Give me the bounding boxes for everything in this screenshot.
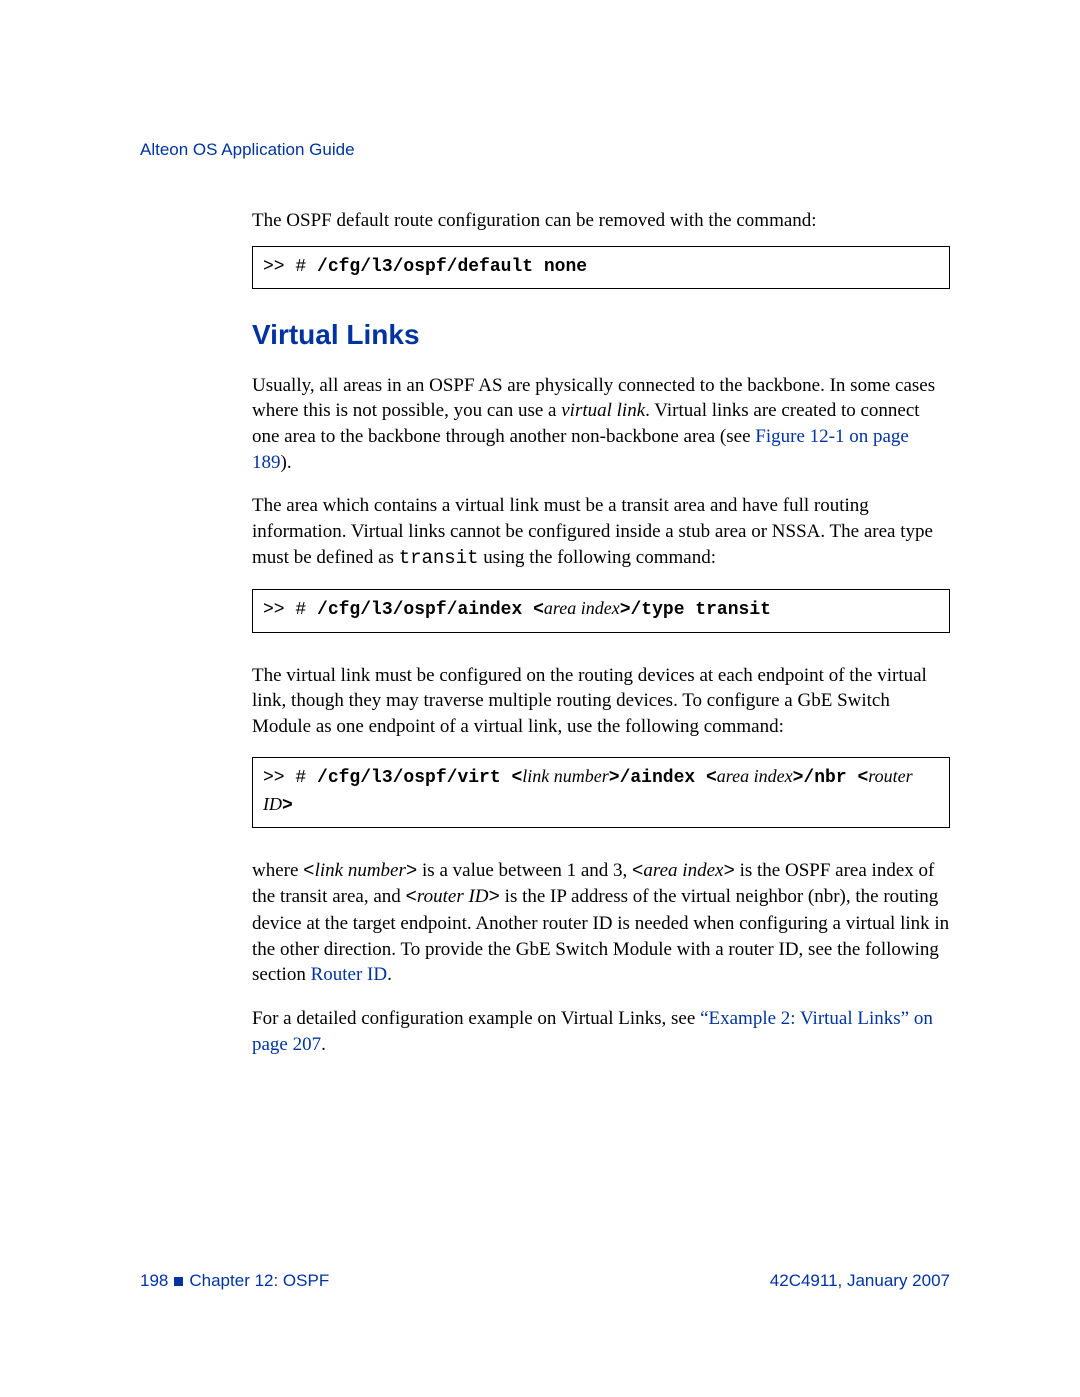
code-box-2: >> # /cfg/l3/ospf/aindex <area index>/ty…	[252, 589, 950, 632]
footer-left: 198 Chapter 12: OSPF	[140, 1271, 329, 1291]
p1-ital: virtual link	[561, 400, 645, 421]
code3-cmd3: /nbr	[803, 768, 857, 788]
code3-gt1: >	[609, 768, 620, 788]
p4-b: is a value between 1 and 3,	[417, 860, 632, 881]
paragraph-5: For a detailed configuration example on …	[252, 1006, 950, 1057]
section-heading: Virtual Links	[252, 319, 950, 351]
code2-cmd1: /cfg/l3/ospf/aindex	[317, 600, 533, 620]
p4-arg3: router ID	[417, 886, 489, 907]
paragraph-1: Usually, all areas in an OSPF AS are phy…	[252, 373, 950, 476]
p1-c: ).	[281, 452, 292, 473]
p5-b: .	[321, 1034, 326, 1055]
paragraph-2: The area which contains a virtual link m…	[252, 493, 950, 571]
doc-ref: 42C4911, January 2007	[770, 1271, 950, 1290]
p4-e: .	[387, 964, 392, 985]
p4-arg2: area index	[643, 860, 723, 881]
p4-lt3: <	[406, 886, 417, 908]
intro-text: The OSPF default route configuration can…	[252, 208, 950, 234]
code2-prefix: >> #	[263, 600, 317, 620]
code-box-1: >> # /cfg/l3/ospf/default none	[252, 246, 950, 289]
code-box-3: >> # /cfg/l3/ospf/virt <link number>/ain…	[252, 757, 950, 827]
code2-gt: >	[620, 600, 631, 620]
code3-gt2: >	[793, 768, 804, 788]
code3-lt3: <	[857, 768, 868, 788]
running-header: Alteon OS Application Guide	[140, 140, 950, 160]
p4-gt3: >	[489, 886, 500, 908]
p4-lt2: <	[632, 860, 643, 882]
p4-a: where	[252, 860, 303, 881]
header-title: Alteon OS Application Guide	[140, 140, 355, 159]
code-command: /cfg/l3/ospf/default none	[317, 257, 587, 277]
p4-lt1: <	[303, 860, 314, 882]
p4-gt1: >	[406, 860, 417, 882]
router-id-link[interactable]: Router ID	[311, 964, 388, 985]
code3-arg2: area index	[717, 766, 793, 786]
code3-prefix: >> #	[263, 768, 317, 788]
code3-lt2: <	[706, 768, 717, 788]
p5-a: For a detailed configuration example on …	[252, 1008, 700, 1029]
paragraph-4: where <link number> is a value between 1…	[252, 858, 950, 988]
code3-cmd2: /aindex	[620, 768, 706, 788]
p2-b: using the following command:	[479, 547, 716, 568]
p4-gt2: >	[723, 860, 734, 882]
page-footer: 198 Chapter 12: OSPF 42C4911, January 200…	[140, 1271, 950, 1291]
p4-arg1: link number	[315, 860, 406, 881]
square-bullet-icon	[174, 1277, 183, 1286]
code-prefix: >> #	[263, 257, 317, 277]
code3-gt3: >	[282, 796, 293, 816]
chapter-label: Chapter 12: OSPF	[189, 1271, 329, 1290]
page-number: 198	[140, 1271, 168, 1290]
code2-arg1: area index	[544, 598, 620, 618]
code2-lt: <	[533, 600, 544, 620]
code3-lt1: <	[511, 768, 522, 788]
paragraph-3: The virtual link must be configured on t…	[252, 663, 950, 740]
p2-mono: transit	[399, 547, 479, 569]
code2-cmd2: /type transit	[631, 600, 771, 620]
content-area: The OSPF default route configuration can…	[252, 208, 950, 1057]
code3-arg1: link number	[522, 766, 608, 786]
page: Alteon OS Application Guide The OSPF def…	[0, 0, 1080, 1397]
footer-right: 42C4911, January 2007	[770, 1271, 950, 1291]
code3-cmd1: /cfg/l3/ospf/virt	[317, 768, 511, 788]
